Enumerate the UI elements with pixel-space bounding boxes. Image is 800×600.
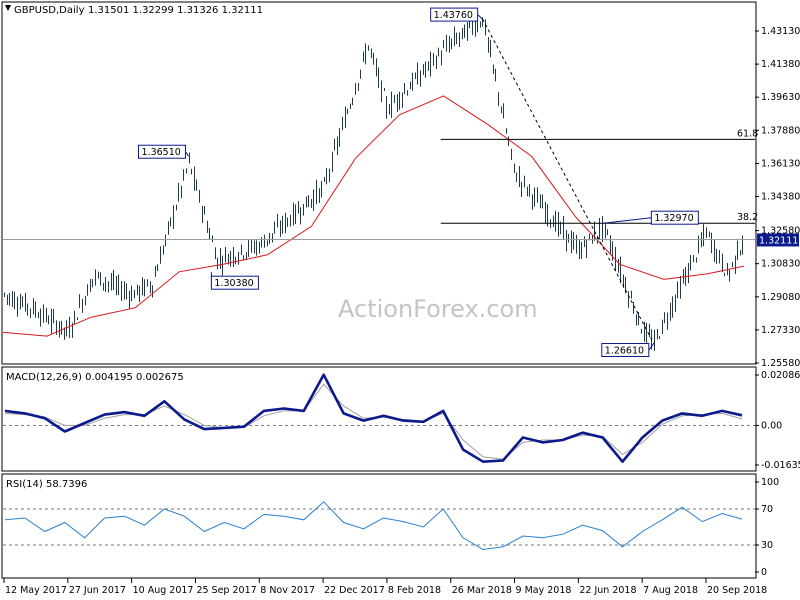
- time-tick-label: 12 May 2017: [5, 585, 67, 596]
- fib-618-label: 61.8: [737, 128, 758, 139]
- annotation-box: [430, 7, 479, 22]
- rsi-tick-label: 30: [761, 540, 773, 551]
- rsi-tick-label: 0: [761, 567, 767, 578]
- price-annotations: 1.43760 1.36510 1.30380 1.32970 1.26610: [138, 7, 699, 358]
- time-tick-label: 10 Aug 2017: [133, 585, 194, 596]
- macd-panel-frame: [1, 366, 757, 472]
- annotation-label: 1.36510: [142, 147, 181, 158]
- price-tick-label: 1.37880: [761, 125, 800, 136]
- time-tick-label: 26 Mar 2018: [452, 585, 512, 596]
- price-panel: ActionForex.com 61.8 38.2 1.43760 1.36510…: [1, 1, 800, 369]
- macd-tick-label: 0.00: [761, 420, 782, 431]
- price-tick-label: 1.41380: [761, 59, 800, 70]
- time-tick-label: 27 Jun 2017: [69, 585, 126, 596]
- price-tick-label: 1.25580: [761, 358, 800, 369]
- time-tick-label: 20 Sep 2018: [707, 585, 767, 596]
- time-tick-label: 22 Dec 2017: [324, 585, 385, 596]
- current-price-box: [757, 233, 799, 247]
- macd-axis: 0.020861 0.00 -0.016357: [755, 370, 800, 471]
- price-tick-label: 1.39630: [761, 92, 800, 103]
- price-tick-label: 1.29080: [761, 292, 800, 303]
- rsi-panel-frame: [1, 473, 757, 579]
- macd-panel: 0.020861 0.00 -0.016357 MACD(12,26,9) 0.00…: [1, 366, 800, 472]
- annotation-label: 1.43760: [434, 10, 473, 21]
- dashed-trendline: [482, 18, 655, 344]
- time-tick-label: 9 May 2018: [516, 585, 572, 596]
- annotation-box: [210, 275, 259, 290]
- price-tick-label: 1.32580: [761, 226, 800, 237]
- symbol-label: GBPUSD,Daily: [14, 5, 85, 16]
- annotation-connector: [648, 343, 655, 351]
- macd-main-line: [4, 373, 743, 464]
- time-tick-label: 8 Feb 2018: [388, 585, 441, 596]
- macd-tick-label: -0.016357: [761, 460, 800, 471]
- chart-header: GBPUSD,Daily 1.31501 1.32299 1.31326 1.3…: [5, 5, 263, 16]
- annotation-box: [650, 210, 699, 225]
- price-tick-label: 1.43130: [761, 26, 800, 37]
- time-tick-label: 25 Sep 2017: [196, 585, 256, 596]
- price-panel-frame: [1, 1, 757, 365]
- time-tick-label: 7 Aug 2018: [643, 585, 698, 596]
- rsi-tick-label: 100: [761, 477, 779, 488]
- rsi-tick-label: 70: [761, 504, 773, 515]
- annotation-box: [138, 144, 187, 159]
- rsi-panel: 100 70 30 0 RSI(14) 58.7396: [1, 473, 779, 579]
- price-candles: [4, 16, 743, 351]
- rsi-axis: 100 70 30 0: [755, 477, 779, 578]
- price-tick-label: 1.36130: [761, 158, 800, 169]
- time-tick-label: 8 Nov 2017: [260, 585, 315, 596]
- price-tick-label: 1.27330: [761, 325, 800, 336]
- price-axis: 1.43130 1.41380 1.39630 1.37880 1.36130 1.343…: [755, 26, 800, 369]
- annotation-connector: [477, 14, 483, 20]
- annotation-label: 1.30380: [214, 278, 253, 289]
- moving-average-line: [2, 95, 745, 337]
- annotation-label: 1.26610: [605, 346, 644, 357]
- macd-tick-label: 0.020861: [761, 370, 800, 381]
- fib-382-label: 38.2: [737, 212, 758, 223]
- ohlc-values: 1.31501 1.32299 1.31326 1.32111: [88, 5, 263, 16]
- current-price-label: 1.32111: [759, 235, 798, 246]
- annotation-label: 1.32970: [654, 213, 693, 224]
- annotation-connector: [603, 217, 652, 224]
- time-tick-label: 22 Jun 2018: [579, 585, 636, 596]
- rsi-line: [4, 501, 743, 551]
- collapse-icon: [5, 5, 11, 11]
- price-tick-label: 1.30830: [761, 259, 800, 270]
- time-axis: 12 May 2017 27 Jun 2017 10 Aug 2017 25 Sep …: [3, 578, 767, 596]
- rsi-title: RSI(14) 58.7396: [6, 479, 87, 490]
- price-tick-label: 1.34380: [761, 192, 800, 203]
- macd-title: MACD(12,26,9) 0.004195 0.002675: [6, 372, 184, 383]
- annotation-box: [601, 343, 650, 358]
- price-watermark: ActionForex.com: [338, 295, 538, 323]
